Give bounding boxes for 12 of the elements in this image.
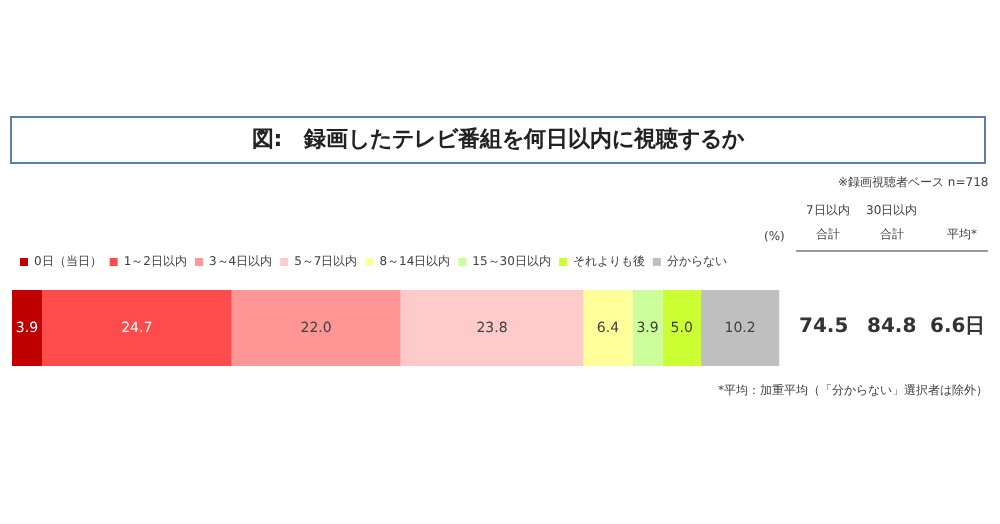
text: 6.6日: [930, 316, 986, 340]
text: 84.8: [867, 316, 917, 340]
bar: [400, 290, 584, 366]
bar: [632, 290, 663, 366]
bar: [231, 290, 401, 366]
bar: [41, 290, 232, 366]
text: 74.5: [799, 316, 849, 340]
bar: [700, 290, 780, 366]
bar: [662, 290, 701, 366]
chart-title: 図: 録画したテレビ番組を何日以内に視聴するか: [10, 116, 986, 164]
bar: [583, 290, 633, 366]
bar: [12, 290, 42, 366]
